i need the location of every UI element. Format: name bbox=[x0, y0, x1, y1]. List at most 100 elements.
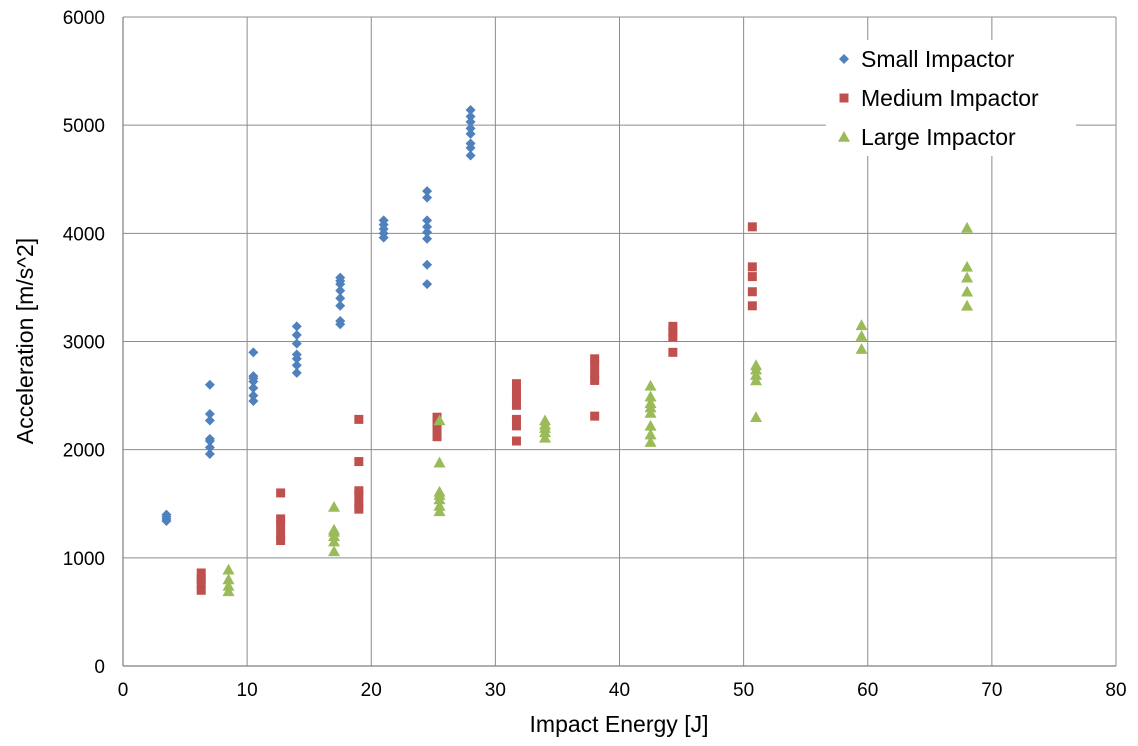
x-tick-label: 0 bbox=[118, 680, 129, 701]
data-point bbox=[196, 574, 206, 584]
data-point bbox=[354, 414, 364, 424]
data-point bbox=[750, 374, 763, 386]
data-point bbox=[432, 412, 442, 422]
data-point bbox=[222, 585, 235, 597]
legend-marker bbox=[839, 93, 849, 103]
data-point bbox=[590, 375, 600, 385]
data-point bbox=[511, 436, 521, 446]
data-point bbox=[511, 400, 521, 410]
data-point bbox=[961, 299, 974, 311]
x-tick-labels: 0 10 20 30 40 50 60 70 80 bbox=[118, 680, 1127, 701]
x-tick-label: 80 bbox=[1105, 680, 1126, 701]
legend-background bbox=[826, 40, 1076, 156]
x-tick-label: 40 bbox=[609, 680, 630, 701]
y-tick-label: 0 bbox=[94, 657, 105, 678]
data-point bbox=[539, 414, 552, 426]
data-point bbox=[328, 523, 341, 535]
data-point bbox=[204, 408, 215, 419]
legend-marker bbox=[838, 131, 850, 142]
data-point bbox=[644, 428, 657, 440]
data-point bbox=[433, 456, 446, 468]
legend: Small Impactor Medium Impactor Large Impac… bbox=[826, 40, 1076, 156]
data-point bbox=[747, 272, 757, 282]
data-point bbox=[248, 347, 259, 358]
data-point bbox=[644, 397, 657, 408]
data-point bbox=[291, 367, 302, 378]
y-tick-labels: 0 1000 2000 3000 4000 5000 6000 bbox=[63, 8, 105, 678]
data-point bbox=[354, 486, 364, 496]
x-tick-label: 10 bbox=[237, 680, 258, 701]
data-point bbox=[161, 509, 172, 520]
data-point bbox=[335, 272, 346, 283]
y-tick-label: 5000 bbox=[63, 116, 105, 137]
data-point bbox=[291, 321, 302, 332]
data-point bbox=[961, 271, 974, 283]
data-point bbox=[750, 411, 763, 423]
data-point bbox=[961, 221, 974, 233]
x-axis-label: Impact Energy [J] bbox=[530, 711, 709, 737]
data-point bbox=[248, 390, 259, 401]
legend-label: Large Impactor bbox=[861, 124, 1016, 150]
data-point bbox=[433, 414, 446, 426]
data-point bbox=[328, 545, 341, 557]
x-tick-label: 50 bbox=[733, 680, 754, 701]
data-point bbox=[747, 287, 757, 297]
data-point bbox=[644, 436, 657, 447]
data-point bbox=[747, 301, 757, 311]
y-tick-label: 4000 bbox=[63, 224, 105, 245]
data-point bbox=[511, 387, 521, 397]
data-point bbox=[222, 563, 235, 575]
data-point bbox=[291, 330, 302, 341]
data-point bbox=[644, 419, 657, 431]
data-point bbox=[354, 457, 364, 467]
data-point bbox=[422, 192, 433, 203]
data-point bbox=[465, 116, 476, 127]
data-point bbox=[511, 414, 521, 424]
data-point bbox=[422, 215, 433, 226]
series-2 bbox=[222, 221, 974, 597]
y-tick-label: 1000 bbox=[63, 549, 105, 570]
data-point bbox=[590, 411, 600, 421]
x-tick-label: 30 bbox=[485, 680, 506, 701]
data-point bbox=[747, 262, 757, 272]
data-point bbox=[291, 338, 302, 349]
data-point bbox=[204, 415, 215, 426]
data-point bbox=[276, 536, 286, 546]
data-point bbox=[855, 343, 868, 354]
data-point bbox=[276, 520, 286, 530]
data-point bbox=[590, 369, 600, 379]
data-point bbox=[204, 379, 215, 390]
data-point bbox=[222, 573, 235, 585]
series-1 bbox=[196, 222, 757, 595]
data-point bbox=[196, 568, 206, 578]
data-point bbox=[378, 215, 389, 226]
legend-label: Medium Impactor bbox=[861, 85, 1039, 111]
grid-lines bbox=[122, 16, 1117, 667]
data-point bbox=[422, 259, 433, 270]
data-point bbox=[291, 360, 302, 371]
data-point bbox=[511, 393, 521, 403]
data-point bbox=[432, 432, 442, 442]
data-point bbox=[422, 233, 433, 244]
legend-label: Small Impactor bbox=[861, 46, 1015, 72]
data-point bbox=[335, 293, 346, 304]
data-point bbox=[335, 285, 346, 296]
data-point bbox=[248, 395, 259, 406]
data-point bbox=[276, 529, 286, 539]
data-point bbox=[961, 260, 974, 272]
data-point bbox=[354, 499, 364, 509]
data-point bbox=[422, 227, 433, 238]
data-point bbox=[291, 349, 302, 360]
x-tick-label: 70 bbox=[981, 680, 1002, 701]
data-point bbox=[276, 488, 286, 498]
axes bbox=[122, 17, 1116, 667]
data-point bbox=[668, 327, 678, 337]
data-point bbox=[276, 514, 286, 524]
data-point bbox=[747, 222, 757, 232]
data-point bbox=[961, 285, 974, 297]
y-tick-label: 3000 bbox=[63, 333, 105, 354]
data-point bbox=[590, 360, 600, 370]
data-point bbox=[668, 321, 678, 331]
x-tick-label: 60 bbox=[857, 680, 878, 701]
x-tick-label: 20 bbox=[361, 680, 382, 701]
